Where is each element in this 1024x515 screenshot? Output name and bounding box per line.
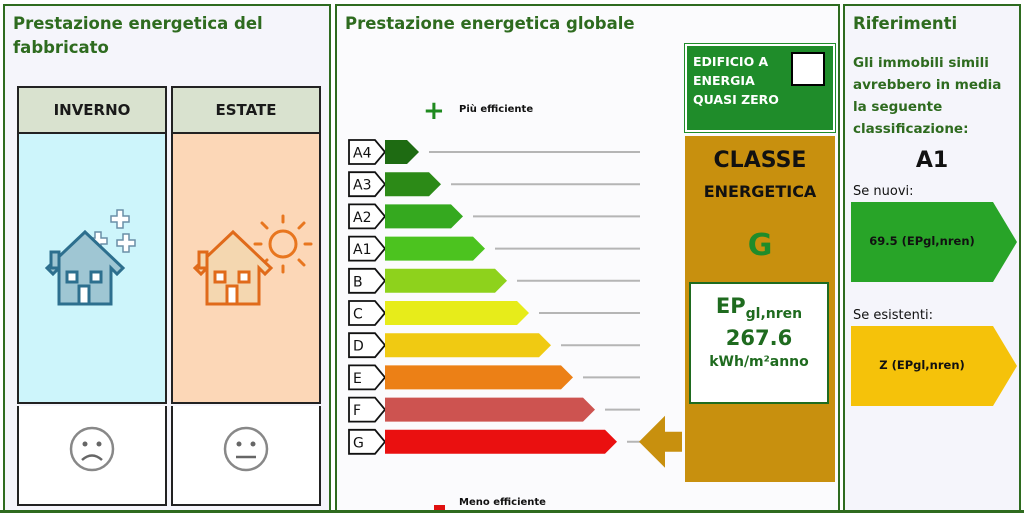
winter-house-icon xyxy=(44,209,136,306)
class-label-box-b xyxy=(348,267,387,294)
class-label-box-g xyxy=(348,428,387,455)
summer-card: ESTATE xyxy=(171,86,321,404)
class-label-box-a2 xyxy=(348,203,387,230)
class-label-box-e xyxy=(348,364,387,391)
class-label-f: F xyxy=(353,403,361,419)
class-label-box-f xyxy=(348,396,387,423)
global-performance-panel: Prestazione energetica globale + Più eff… xyxy=(335,4,840,512)
class-label-a1: A1 xyxy=(353,242,371,258)
class-label-d: D xyxy=(353,339,364,355)
ep-value: 267.6 xyxy=(725,326,793,351)
existing-buildings-label: Se esistenti: xyxy=(853,308,933,323)
ep-main: EP xyxy=(715,294,746,318)
sad-face-icon xyxy=(69,426,115,472)
winter-label: INVERNO xyxy=(19,88,165,134)
class-label-box-c xyxy=(348,300,387,326)
class-bar-f xyxy=(385,397,595,422)
building-performance-title: Prestazione energetica del fabbricato xyxy=(13,14,263,57)
summer-rating-box xyxy=(171,406,321,506)
minus-icon xyxy=(434,505,445,510)
ep-subscript: gl,nren xyxy=(745,306,803,323)
reference-class: A1 xyxy=(915,148,949,173)
class-bar-e xyxy=(385,365,573,390)
new-buildings-arrow: 69.5 (EPgl,nren) xyxy=(851,202,1017,282)
class-bar-g xyxy=(385,429,617,454)
ep-label: EPgl,nren xyxy=(691,294,827,322)
class-label-a4: A4 xyxy=(353,146,372,162)
more-efficient-label: Più efficiente xyxy=(459,104,534,115)
references-title: Riferimenti xyxy=(853,14,958,33)
energy-class-value: G xyxy=(747,228,773,263)
existing-buildings-arrow: Z (EPgl,nren) xyxy=(851,326,1017,406)
classe-title: CLASSE xyxy=(713,148,807,173)
class-label-box-d xyxy=(348,332,387,359)
global-performance-title: Prestazione energetica globale xyxy=(345,14,635,33)
class-label-g: G xyxy=(353,435,364,451)
class-label-box-a1 xyxy=(348,235,387,262)
class-label-e: E xyxy=(353,371,362,387)
new-arrow-shape xyxy=(851,202,1017,282)
less-efficient-label: Meno efficiente xyxy=(459,497,546,508)
nzeb-checkbox xyxy=(791,52,825,86)
building-performance-panel: Prestazione energetica del fabbricato IN… xyxy=(3,4,331,512)
class-bar-a3 xyxy=(385,172,441,197)
class-label-box-a3 xyxy=(348,171,387,198)
class-label-c: C xyxy=(353,307,363,323)
selected-class-pointer xyxy=(639,415,682,468)
nzeb-badge: EDIFICIO A ENERGIA QUASI ZERO xyxy=(684,43,836,133)
existing-arrow-shape xyxy=(851,326,1017,406)
ep-unit: kWh/m²anno xyxy=(709,354,809,371)
summer-label: ESTATE xyxy=(173,88,319,134)
winter-rating-box xyxy=(17,406,167,506)
class-label-a2: A2 xyxy=(353,210,371,226)
class-bar-d xyxy=(385,333,551,358)
energy-class-box: CLASSE ENERGETICA G EPgl,nren 267.6 kWh/… xyxy=(685,136,835,482)
existing-buildings-value: Z (EPgl,nren) xyxy=(879,358,965,372)
class-bar-a4 xyxy=(385,140,419,164)
class-bar-b xyxy=(385,268,507,293)
class-label-b: B xyxy=(353,274,363,290)
ep-index-box: EPgl,nren 267.6 kWh/m²anno xyxy=(689,282,829,404)
energetica-title: ENERGETICA xyxy=(703,182,817,201)
plus-icon: + xyxy=(423,96,445,126)
new-buildings-value: 69.5 (EPgl,nren) xyxy=(869,234,975,248)
new-buildings-label: Se nuovi: xyxy=(853,184,914,199)
references-panel: Riferimenti Gli immobili simili avrebber… xyxy=(843,4,1021,512)
winter-card: INVERNO xyxy=(17,86,167,404)
class-label-a3: A3 xyxy=(353,178,371,194)
class-bar-a1 xyxy=(385,236,485,261)
nzeb-label: EDIFICIO A ENERGIA QUASI ZERO xyxy=(693,54,779,107)
class-bar-c xyxy=(385,301,529,325)
summer-house-icon xyxy=(192,214,313,306)
references-description: Gli immobili simili avrebbero in media l… xyxy=(853,55,1002,137)
bottom-rule xyxy=(0,510,1024,513)
class-bar-a2 xyxy=(385,204,463,229)
neutral-face-icon xyxy=(223,426,269,472)
class-label-box-a4 xyxy=(348,139,387,165)
